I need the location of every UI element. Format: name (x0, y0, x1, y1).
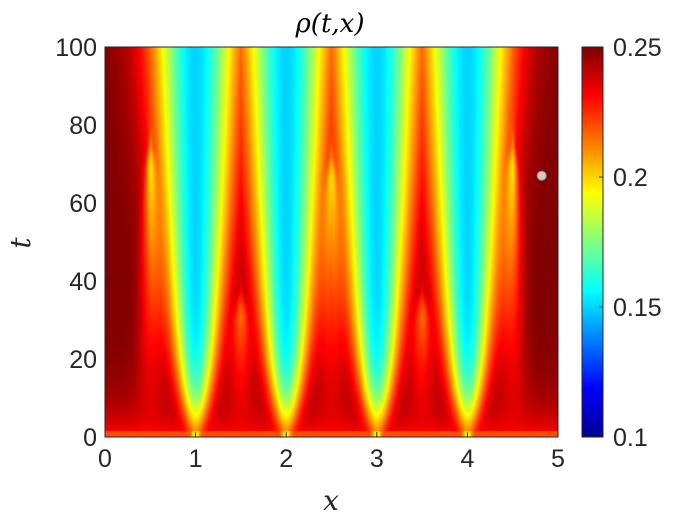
y-tick-label: 40 (69, 268, 97, 296)
x-tick-label: 4 (460, 445, 474, 473)
marker-point (536, 170, 547, 181)
colorbar-tick-label: 0.2 (613, 164, 648, 192)
x-tick-label: 5 (551, 445, 565, 473)
y-tick-label: 20 (69, 346, 97, 374)
colorbar-tick-label: 0.1 (613, 424, 648, 452)
y-tick-label: 0 (83, 424, 97, 452)
x-axis: 0 1 2 3 4 5 (98, 432, 565, 473)
heatmap (105, 47, 558, 437)
colorbar: 0.1 0.15 0.2 0.25 (581, 34, 662, 452)
chart-title: ρ(t,x) (295, 9, 365, 39)
y-axis-label: t (4, 237, 37, 249)
colorbar-gradient (581, 46, 604, 438)
colorbar-tick-label: 0.25 (613, 34, 662, 62)
x-tick-label: 1 (189, 445, 203, 473)
colorbar-ticks: 0.1 0.15 0.2 0.25 (599, 34, 662, 452)
plot-area (104, 46, 559, 438)
x-tick-label: 3 (370, 445, 384, 473)
colorbar-tick-label: 0.15 (613, 294, 662, 322)
y-tick-label: 100 (55, 34, 97, 62)
x-tick-label: 0 (98, 445, 112, 473)
y-tick-label: 80 (69, 112, 97, 140)
x-tick-label: 2 (279, 445, 293, 473)
x-axis-label: x (323, 484, 339, 517)
y-axis: 0 20 40 60 80 100 (55, 34, 110, 452)
y-tick-label: 60 (69, 190, 97, 218)
plot-frame (104, 46, 559, 438)
